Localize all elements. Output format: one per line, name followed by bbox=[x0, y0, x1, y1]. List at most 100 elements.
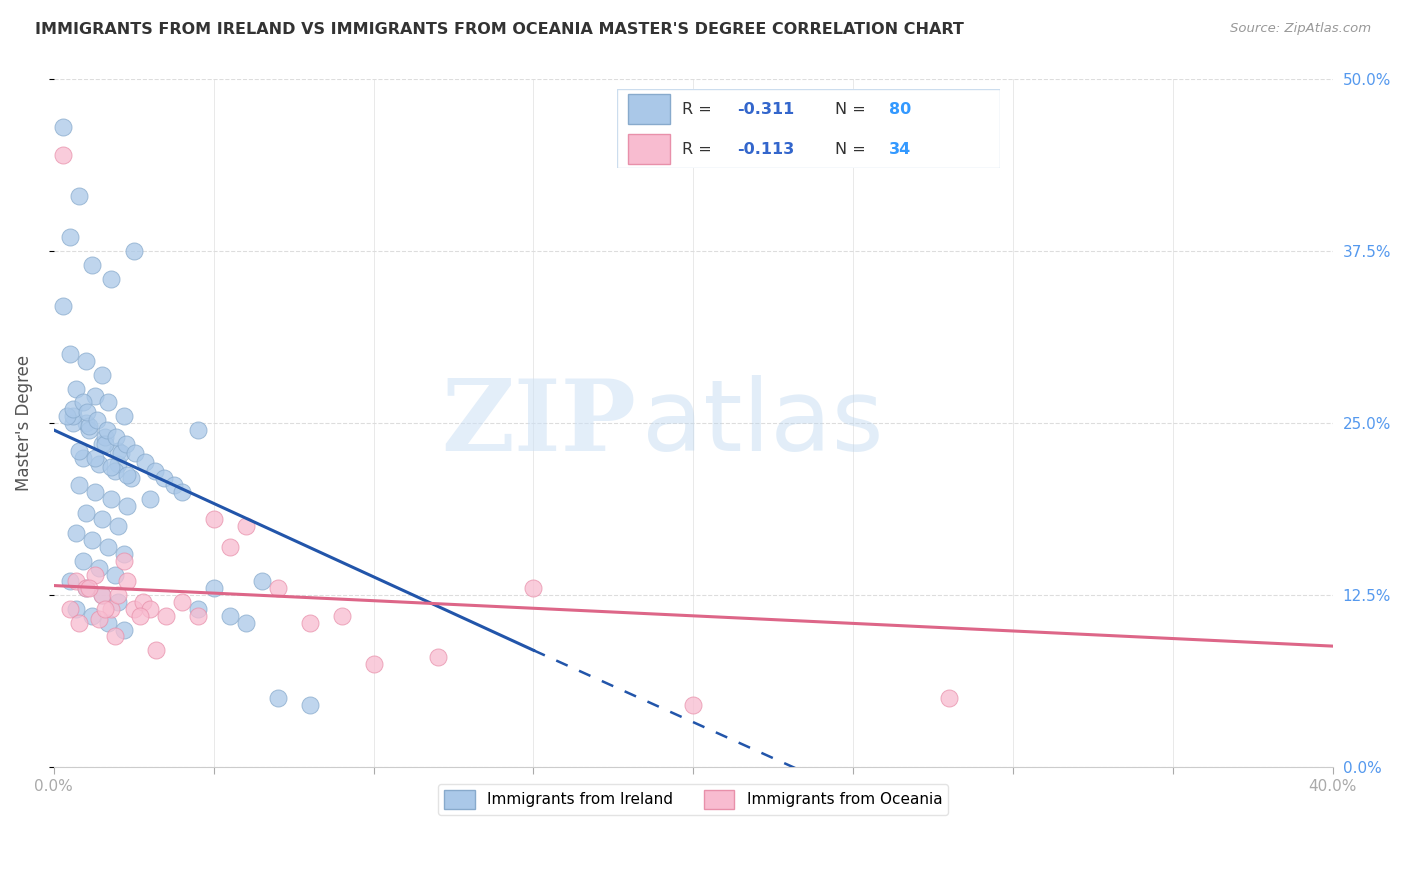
Point bbox=[155, 608, 177, 623]
Point bbox=[75, 582, 97, 596]
Point bbox=[90, 512, 112, 526]
Point bbox=[94, 436, 117, 450]
Point bbox=[59, 347, 82, 361]
Point bbox=[97, 615, 120, 630]
Point bbox=[103, 464, 125, 478]
Point bbox=[90, 588, 112, 602]
Point bbox=[117, 468, 139, 483]
Point bbox=[170, 595, 193, 609]
Point bbox=[75, 416, 97, 430]
Point bbox=[100, 602, 122, 616]
Point bbox=[103, 630, 125, 644]
Point bbox=[218, 540, 240, 554]
Point bbox=[682, 698, 704, 713]
Point bbox=[187, 602, 209, 616]
Point bbox=[163, 478, 186, 492]
Point bbox=[84, 485, 107, 500]
Point bbox=[72, 450, 94, 465]
Point bbox=[112, 547, 135, 561]
Point bbox=[112, 623, 135, 637]
Point bbox=[90, 588, 112, 602]
Point bbox=[82, 258, 104, 272]
Point bbox=[218, 608, 240, 623]
Point bbox=[72, 395, 94, 409]
Point bbox=[112, 409, 135, 424]
Point bbox=[59, 230, 82, 244]
Point bbox=[522, 582, 544, 596]
Point bbox=[96, 423, 118, 437]
Point bbox=[87, 560, 110, 574]
Point bbox=[187, 608, 209, 623]
Point bbox=[129, 608, 152, 623]
Point bbox=[170, 485, 193, 500]
Text: ZIP: ZIP bbox=[441, 375, 636, 472]
Point bbox=[107, 595, 129, 609]
Point bbox=[75, 506, 97, 520]
Point bbox=[139, 602, 162, 616]
Point bbox=[143, 464, 166, 478]
Point bbox=[87, 458, 110, 472]
Point bbox=[75, 354, 97, 368]
Point bbox=[87, 611, 110, 625]
Point bbox=[97, 540, 120, 554]
Text: IMMIGRANTS FROM IRELAND VS IMMIGRANTS FROM OCEANIA MASTER'S DEGREE CORRELATION C: IMMIGRANTS FROM IRELAND VS IMMIGRANTS FR… bbox=[35, 22, 965, 37]
Y-axis label: Master's Degree: Master's Degree bbox=[15, 355, 32, 491]
Point bbox=[202, 582, 225, 596]
Point bbox=[103, 567, 125, 582]
Point bbox=[76, 405, 98, 419]
Point bbox=[122, 602, 145, 616]
Point bbox=[90, 368, 112, 382]
Point bbox=[72, 554, 94, 568]
Point bbox=[67, 443, 90, 458]
Point bbox=[107, 519, 129, 533]
Point bbox=[55, 409, 77, 424]
Point bbox=[84, 567, 107, 582]
Point bbox=[59, 574, 82, 589]
Point bbox=[107, 588, 129, 602]
Point bbox=[62, 409, 84, 424]
Point bbox=[67, 189, 90, 203]
Point bbox=[59, 602, 82, 616]
Point bbox=[250, 574, 273, 589]
Point bbox=[139, 491, 162, 506]
Point bbox=[117, 499, 139, 513]
Point bbox=[117, 574, 139, 589]
Point bbox=[100, 271, 122, 285]
Point bbox=[52, 299, 75, 313]
Point bbox=[132, 595, 155, 609]
Point bbox=[330, 608, 353, 623]
Point bbox=[77, 418, 100, 433]
Point bbox=[62, 416, 84, 430]
Point bbox=[65, 602, 87, 616]
Point bbox=[266, 582, 288, 596]
Point bbox=[114, 436, 136, 450]
Point bbox=[82, 608, 104, 623]
Point bbox=[77, 582, 100, 596]
Point bbox=[94, 602, 117, 616]
Point bbox=[65, 526, 87, 541]
Point bbox=[426, 650, 449, 665]
Point bbox=[187, 423, 209, 437]
Text: Source: ZipAtlas.com: Source: ZipAtlas.com bbox=[1230, 22, 1371, 36]
Point bbox=[84, 388, 107, 402]
Point bbox=[266, 691, 288, 706]
Point bbox=[107, 443, 129, 458]
Point bbox=[938, 691, 960, 706]
Point bbox=[67, 478, 90, 492]
Point bbox=[120, 471, 142, 485]
Point bbox=[110, 446, 132, 460]
Point bbox=[77, 423, 100, 437]
Point bbox=[100, 460, 122, 475]
Point bbox=[65, 574, 87, 589]
Point bbox=[86, 413, 108, 427]
Point bbox=[153, 471, 176, 485]
Point bbox=[82, 533, 104, 548]
Point bbox=[122, 244, 145, 258]
Point bbox=[235, 519, 257, 533]
Point bbox=[52, 120, 75, 135]
Point bbox=[124, 446, 146, 460]
Point bbox=[298, 698, 321, 713]
Point bbox=[134, 455, 156, 469]
Point bbox=[107, 458, 129, 472]
Point bbox=[84, 450, 107, 465]
